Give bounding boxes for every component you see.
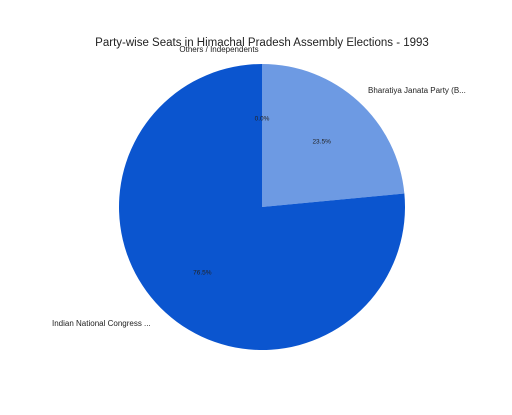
chart-title: Party-wise Seats in Himachal Pradesh Ass…: [95, 37, 429, 49]
pie-slice-bharatiya-janata-party-b: [262, 64, 405, 207]
pie-slice-indian-national-congress: [119, 64, 406, 350]
slice-category-label: Indian National Congress ...: [52, 319, 151, 328]
slice-category-label: Others / Independents: [179, 45, 258, 54]
slice-percent-label: 23.5%: [312, 138, 331, 145]
slice-percent-label: 76.5%: [193, 270, 212, 277]
pie-slices: [119, 64, 406, 350]
pie-labels: 0.0% Others / Independents 23.5% Bharatiya …: [52, 45, 466, 328]
slice-percent-label: 0.0%: [255, 115, 270, 122]
slice-category-label: Bharatiya Janata Party (B...: [368, 86, 466, 95]
